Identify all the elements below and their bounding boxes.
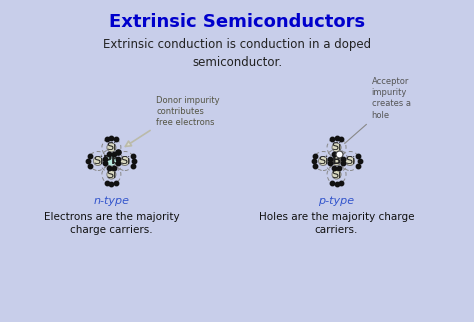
Circle shape: [107, 170, 116, 179]
Text: Acceptor
impurity
creates a
hole: Acceptor impurity creates a hole: [372, 77, 410, 119]
Text: Donor impurity
contributes
free electrons: Donor impurity contributes free electron…: [156, 96, 220, 127]
Circle shape: [346, 156, 355, 166]
Text: Extrinsic conduction is conduction in a doped
semiconductor.: Extrinsic conduction is conduction in a …: [103, 38, 371, 69]
Text: Si: Si: [318, 156, 328, 166]
Circle shape: [332, 143, 341, 152]
Circle shape: [332, 156, 341, 166]
Text: Extrinsic Semiconductors: Extrinsic Semiconductors: [109, 13, 365, 31]
Circle shape: [120, 156, 129, 166]
Circle shape: [332, 170, 341, 179]
Text: Si: Si: [120, 156, 130, 166]
Text: Si: Si: [106, 143, 117, 153]
Text: Si: Si: [106, 169, 117, 179]
Text: Electrons are the majority
charge carriers.: Electrons are the majority charge carrie…: [44, 212, 179, 235]
Text: Holes are the majority charge
carriers.: Holes are the majority charge carriers.: [259, 212, 414, 235]
Text: B: B: [332, 155, 341, 167]
Text: Si: Si: [345, 156, 355, 166]
Circle shape: [107, 143, 116, 152]
Circle shape: [319, 156, 328, 166]
Text: p-type: p-type: [319, 196, 355, 206]
Text: Si: Si: [331, 143, 342, 153]
Circle shape: [93, 156, 102, 166]
Text: Pb: Pb: [102, 155, 120, 167]
Text: Si: Si: [93, 156, 103, 166]
Text: Si: Si: [331, 169, 342, 179]
Text: n-type: n-type: [93, 196, 129, 206]
Circle shape: [106, 156, 117, 166]
